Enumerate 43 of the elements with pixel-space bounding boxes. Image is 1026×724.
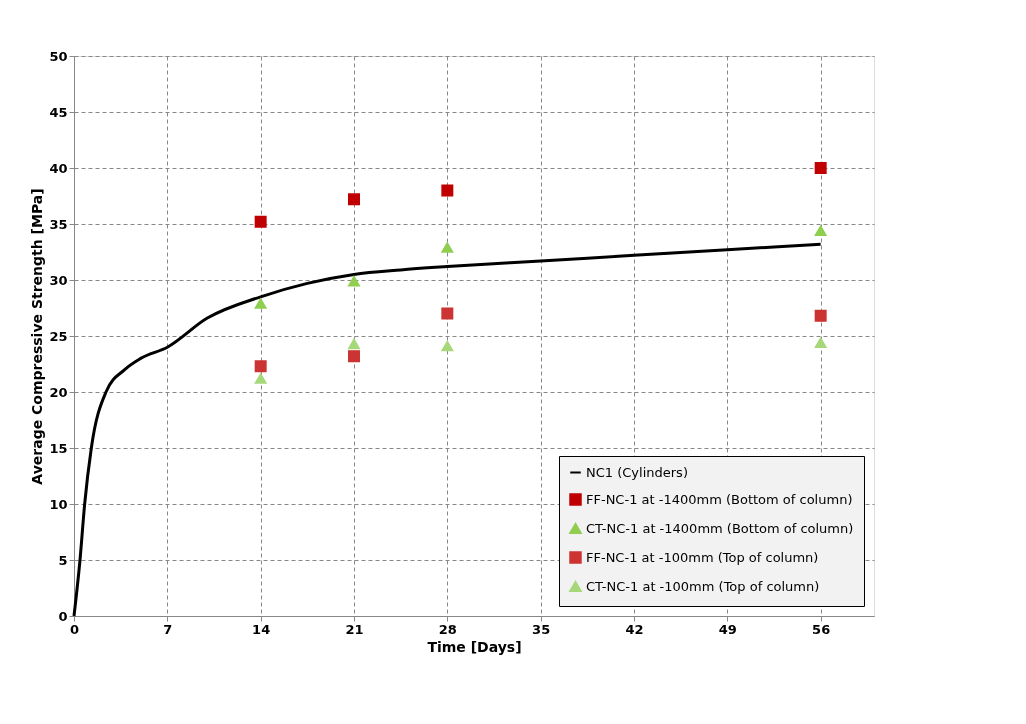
point [441, 184, 454, 197]
x-tick-label: 7 [163, 621, 173, 637]
point [348, 338, 360, 350]
legend-label: CT-NC-1 at -100mm (Top of column) [586, 578, 820, 594]
point [814, 225, 827, 237]
point [254, 298, 267, 309]
x-tick-label: 49 [718, 621, 737, 637]
x-tick-label: 28 [438, 621, 457, 637]
y-tick-label: 15 [49, 440, 68, 456]
y-tick-label: 45 [49, 104, 68, 120]
x-axis-title: Time [Days] [427, 638, 522, 655]
legend-label: FF-NC-1 at -100mm (Top of column) [586, 549, 819, 565]
y-tick-label: 20 [49, 384, 68, 400]
x-tick-label: 42 [625, 621, 644, 637]
point [814, 309, 827, 322]
y-tick-label: 5 [58, 552, 68, 568]
point [441, 340, 454, 352]
x-tick-label: 14 [252, 621, 271, 637]
point [254, 215, 267, 228]
x-tick-label: 56 [812, 621, 831, 637]
x-tick-label: 35 [532, 621, 551, 637]
point [348, 275, 360, 287]
point [814, 337, 827, 349]
point [441, 307, 454, 320]
x-tick-label: 21 [345, 621, 364, 637]
y-tick-label: 30 [49, 272, 68, 288]
point [814, 162, 827, 174]
point [348, 193, 360, 206]
y-tick-label: 50 [49, 48, 68, 64]
point [348, 350, 360, 363]
point [254, 360, 267, 373]
point [441, 242, 454, 253]
y-tick-label: 10 [49, 496, 68, 512]
legend-label: FF-NC-1 at -1400mm (Bottom of column) [586, 491, 853, 507]
y-tick-label: 25 [49, 328, 68, 344]
x-tick-label: 0 [69, 621, 80, 637]
y-tick-label: 40 [49, 160, 68, 176]
legend-label: NC1 (Cylinders) [586, 464, 688, 480]
y-tick-label: 0 [58, 608, 68, 624]
y-axis-title: Average Compressive Strength [MPa] [29, 188, 46, 485]
y-tick-label: 35 [49, 216, 68, 232]
legend-label: CT-NC-1 at -1400mm (Bottom of column) [586, 520, 854, 536]
point [254, 373, 267, 384]
